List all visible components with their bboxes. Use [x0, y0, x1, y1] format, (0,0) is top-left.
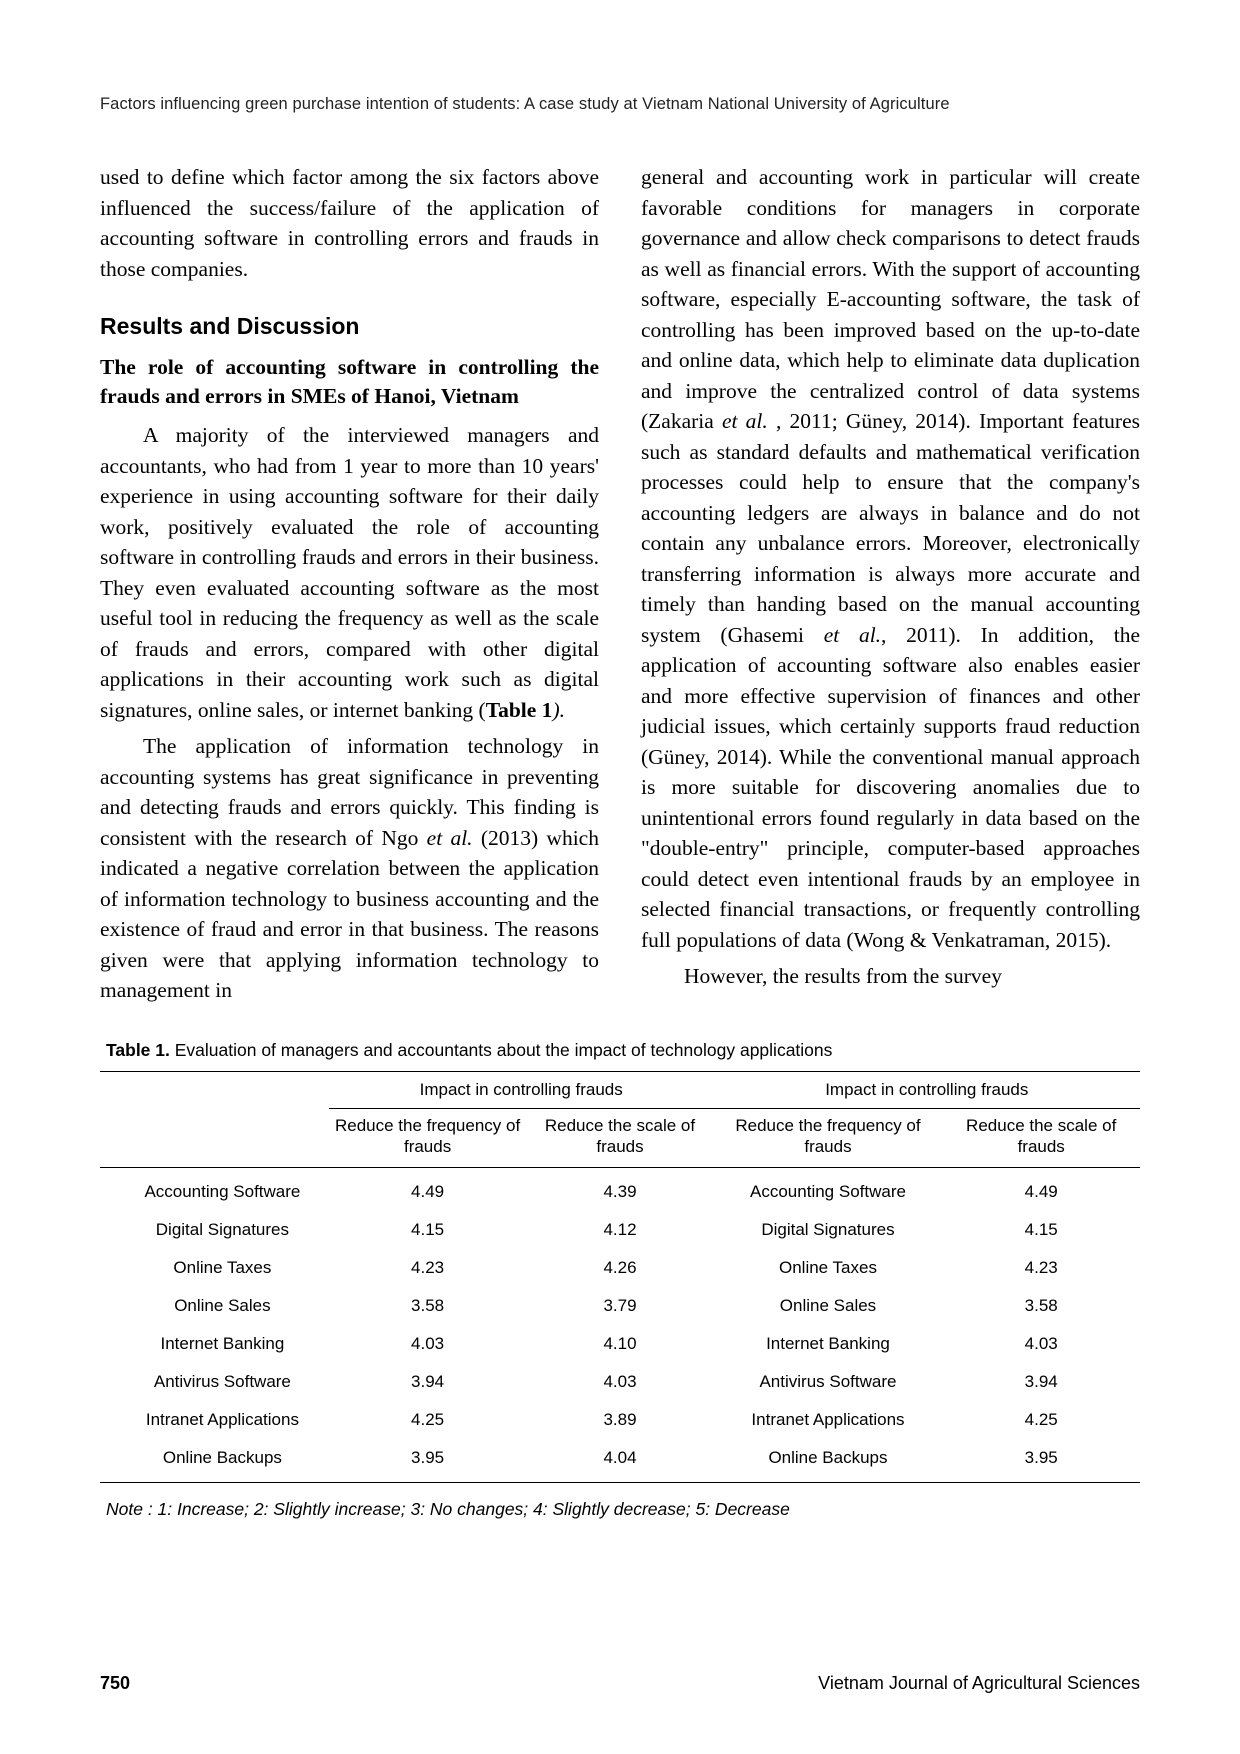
para-majority-a: A majority of the interviewed managers a…	[100, 423, 599, 722]
table1-sub-4: Reduce the scale of frauds	[942, 1108, 1140, 1168]
table-row: Digital Signatures4.154.12Digital Signat…	[100, 1211, 1140, 1249]
table-cell: Online Backups	[100, 1439, 329, 1483]
para-majority: A majority of the interviewed managers a…	[100, 420, 599, 725]
table1-body: Accounting Software4.494.39Accounting So…	[100, 1168, 1140, 1483]
table-cell: 4.25	[329, 1401, 527, 1439]
table-cell: 3.94	[329, 1363, 527, 1401]
table-cell: Accounting Software	[714, 1168, 943, 1212]
table-cell: 4.23	[942, 1249, 1140, 1287]
table-cell: 4.12	[526, 1211, 713, 1249]
left-column: used to define which factor among the si…	[100, 162, 599, 1012]
page-footer: 750 Vietnam Journal of Agricultural Scie…	[100, 1673, 1140, 1694]
section-heading-results: Results and Discussion	[100, 310, 599, 343]
table-cell: 4.03	[942, 1325, 1140, 1363]
table-cell: 4.26	[526, 1249, 713, 1287]
para-general: general and accounting work in particula…	[641, 162, 1140, 955]
table1-caption-label: Table 1.	[106, 1040, 170, 1060]
table-cell: Digital Signatures	[714, 1211, 943, 1249]
table1-subheader-row: Reduce the frequency of frauds Reduce th…	[100, 1108, 1140, 1168]
table1-sub-1: Reduce the frequency of frauds	[329, 1108, 527, 1168]
table1-sub-0	[100, 1108, 329, 1168]
table1-sub-2: Reduce the scale of frauds	[526, 1108, 713, 1168]
table-row: Online Backups3.954.04Online Backups3.95	[100, 1439, 1140, 1483]
table1-head: Impact in controlling frauds Impact in c…	[100, 1071, 1140, 1168]
table-cell: 4.15	[329, 1211, 527, 1249]
table-row: Online Taxes4.234.26Online Taxes4.23	[100, 1249, 1140, 1287]
table1-sub-3: Reduce the frequency of frauds	[714, 1108, 943, 1168]
table-cell: Online Taxes	[714, 1249, 943, 1287]
table-row: Internet Banking4.034.10Internet Banking…	[100, 1325, 1140, 1363]
running-header: Factors influencing green purchase inten…	[100, 95, 1140, 114]
right-column: general and accounting work in particula…	[641, 162, 1140, 1012]
table-cell: Antivirus Software	[714, 1363, 943, 1401]
table-cell: 3.58	[942, 1287, 1140, 1325]
two-column-layout: used to define which factor among the si…	[100, 162, 1140, 1012]
para-general-a: general and accounting work in particula…	[641, 165, 1140, 433]
table-cell: Intranet Applications	[714, 1401, 943, 1439]
table-cell: Online Backups	[714, 1439, 943, 1483]
para-general-etal1: et al.	[722, 409, 768, 433]
table-cell: Online Taxes	[100, 1249, 329, 1287]
table-cell: 4.39	[526, 1168, 713, 1212]
table-cell: 4.25	[942, 1401, 1140, 1439]
para-application-b: (2013) which indicated a negative correl…	[100, 826, 599, 1003]
table-cell: 4.49	[329, 1168, 527, 1212]
table-row: Accounting Software4.494.39Accounting So…	[100, 1168, 1140, 1212]
table1-group-row: Impact in controlling frauds Impact in c…	[100, 1071, 1140, 1108]
subsection-heading-role: The role of accounting software in contr…	[100, 353, 599, 412]
page-number: 750	[100, 1673, 130, 1694]
table-row: Intranet Applications4.253.89Intranet Ap…	[100, 1401, 1140, 1439]
table1-caption-text: Evaluation of managers and accountants a…	[170, 1040, 833, 1060]
table-cell: Internet Banking	[714, 1325, 943, 1363]
para-general-b: , 2011; Güney, 2014). Important features…	[641, 409, 1140, 647]
table-cell: 3.58	[329, 1287, 527, 1325]
table-cell: Accounting Software	[100, 1168, 329, 1212]
table-cell: 4.23	[329, 1249, 527, 1287]
table1-ref: Table 1	[486, 698, 553, 722]
table-cell: Antivirus Software	[100, 1363, 329, 1401]
table-cell: 3.79	[526, 1287, 713, 1325]
table1-group-blank	[100, 1071, 329, 1108]
para-application: The application of information technolog…	[100, 731, 599, 1006]
table-cell: Online Sales	[100, 1287, 329, 1325]
table-cell: Online Sales	[714, 1287, 943, 1325]
table1-group-2: Impact in controlling frauds	[714, 1071, 1140, 1108]
para-however: However, the results from the survey	[641, 961, 1140, 992]
table-cell: Internet Banking	[100, 1325, 329, 1363]
para-continued: used to define which factor among the si…	[100, 162, 599, 284]
table-row: Antivirus Software3.944.03Antivirus Soft…	[100, 1363, 1140, 1401]
journal-name: Vietnam Journal of Agricultural Sciences	[818, 1673, 1140, 1694]
table-cell: 4.15	[942, 1211, 1140, 1249]
table-cell: 4.04	[526, 1439, 713, 1483]
para-general-etal2: et al.	[824, 623, 881, 647]
table-cell: Intranet Applications	[100, 1401, 329, 1439]
table-row: Online Sales3.583.79Online Sales3.58	[100, 1287, 1140, 1325]
table1-group-1: Impact in controlling frauds	[329, 1071, 714, 1108]
table-cell: Digital Signatures	[100, 1211, 329, 1249]
table-cell: 3.95	[942, 1439, 1140, 1483]
table-cell: 4.03	[329, 1325, 527, 1363]
table-cell: 3.95	[329, 1439, 527, 1483]
table-cell: 4.49	[942, 1168, 1140, 1212]
para-majority-c: ).	[552, 698, 565, 722]
para-application-etal: et al.	[427, 826, 473, 850]
table1: Impact in controlling frauds Impact in c…	[100, 1071, 1140, 1484]
table1-note: Note : 1: Increase; 2: Slightly increase…	[106, 1499, 1140, 1520]
table-cell: 3.94	[942, 1363, 1140, 1401]
para-general-c: , 2011). In addition, the application of…	[641, 623, 1140, 952]
table-cell: 3.89	[526, 1401, 713, 1439]
table1-caption: Table 1. Evaluation of managers and acco…	[106, 1040, 1140, 1061]
table-cell: 4.10	[526, 1325, 713, 1363]
table-cell: 4.03	[526, 1363, 713, 1401]
